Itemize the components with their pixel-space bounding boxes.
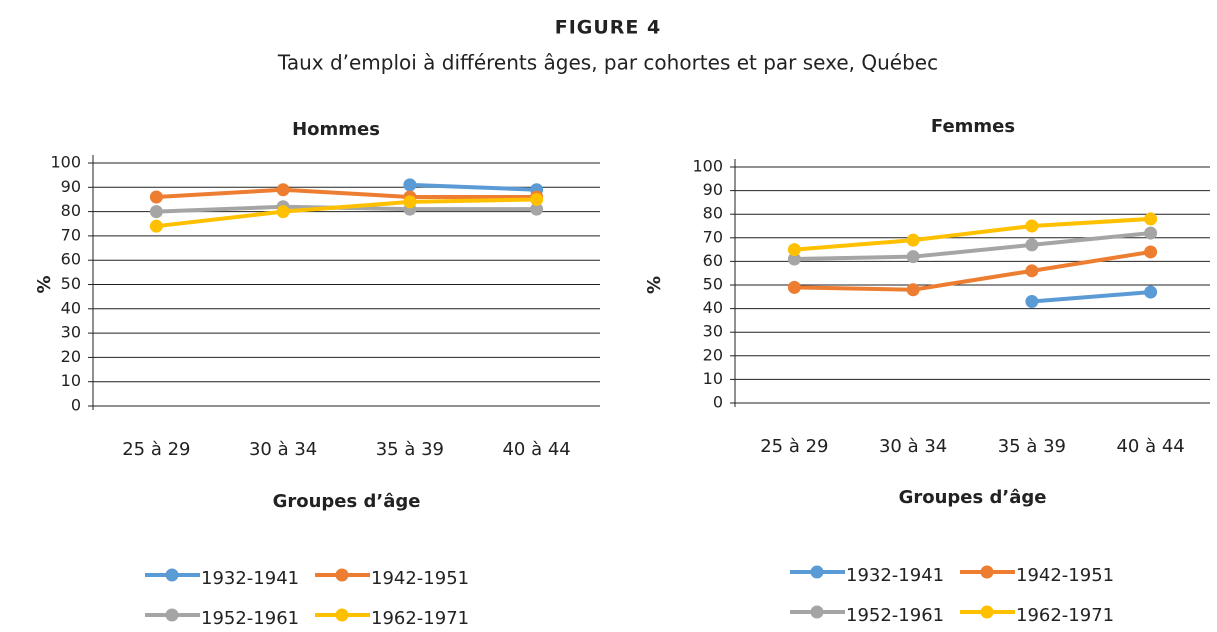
legend-marker xyxy=(980,565,994,579)
series-line xyxy=(156,197,537,229)
series-line xyxy=(794,249,1151,292)
legend-label: 1942-1951 xyxy=(371,568,469,589)
data-point xyxy=(906,233,920,247)
y-tick-label: 90 xyxy=(61,177,81,196)
series-line xyxy=(156,187,537,200)
chart-title: Hommes xyxy=(292,119,380,140)
x-axis-label: Groupes d’âge xyxy=(899,487,1047,508)
data-point xyxy=(530,202,544,216)
series-line xyxy=(409,182,537,192)
x-tick-label: 35 à 39 xyxy=(998,436,1066,457)
data-point xyxy=(403,178,417,192)
legend-marker xyxy=(810,605,824,619)
y-tick-label: 30 xyxy=(61,323,81,342)
y-tick-label: 40 xyxy=(703,298,723,317)
figure-label: FIGURE 4 xyxy=(555,17,662,39)
series-line xyxy=(1031,290,1151,304)
y-tick-label: 40 xyxy=(61,298,81,317)
chart-title: Femmes xyxy=(931,116,1015,137)
data-point xyxy=(1144,245,1158,259)
x-tick-label: 40 à 44 xyxy=(502,439,570,460)
y-tick-label: 80 xyxy=(703,204,723,223)
y-axis-label: % xyxy=(644,276,665,294)
y-tick-label: 50 xyxy=(703,275,723,294)
data-point xyxy=(149,205,163,219)
legend-marker xyxy=(165,608,179,622)
data-point xyxy=(1144,212,1158,226)
series-line xyxy=(794,231,1151,262)
data-point xyxy=(1025,295,1039,309)
y-tick-label: 60 xyxy=(61,250,81,269)
legend-label: 1962-1971 xyxy=(371,608,469,629)
y-tick-label: 30 xyxy=(703,322,723,341)
data-point xyxy=(1144,285,1158,299)
y-tick-label: 100 xyxy=(692,157,723,176)
y-tick-label: 0 xyxy=(713,393,723,412)
data-point xyxy=(787,252,801,266)
legend-label: 1932-1941 xyxy=(201,568,299,589)
y-axis-label: % xyxy=(34,275,55,293)
figure-title: Taux d’emploi à différents âges, par coh… xyxy=(277,51,938,75)
data-point xyxy=(1025,238,1039,252)
legend-marker xyxy=(335,568,349,582)
data-point xyxy=(149,219,163,233)
y-tick-label: 50 xyxy=(61,274,81,293)
x-tick-label: 35 à 39 xyxy=(376,439,444,460)
data-point xyxy=(276,183,290,197)
x-tick-label: 30 à 34 xyxy=(879,436,947,457)
legend-marker xyxy=(335,608,349,622)
y-tick-label: 70 xyxy=(703,227,723,246)
y-tick-label: 100 xyxy=(50,153,81,172)
legend-marker xyxy=(165,568,179,582)
y-tick-label: 70 xyxy=(61,225,81,244)
legend-marker xyxy=(810,565,824,579)
data-point xyxy=(530,192,544,206)
y-tick-label: 90 xyxy=(703,180,723,199)
x-tick-label: 30 à 34 xyxy=(249,439,317,460)
legend-label: 1962-1971 xyxy=(1016,605,1114,626)
legend-label: 1952-1961 xyxy=(846,605,944,626)
y-tick-label: 20 xyxy=(61,347,81,366)
series-line xyxy=(794,216,1151,252)
x-tick-label: 40 à 44 xyxy=(1116,436,1184,457)
legend-label: 1942-1951 xyxy=(1016,565,1114,586)
x-tick-label: 25 à 29 xyxy=(760,436,828,457)
x-axis-label: Groupes d’âge xyxy=(273,491,421,512)
data-point xyxy=(906,283,920,297)
legend-label: 1932-1941 xyxy=(846,565,944,586)
y-tick-label: 20 xyxy=(703,345,723,364)
data-point xyxy=(1025,219,1039,233)
y-tick-label: 10 xyxy=(703,369,723,388)
legend-marker xyxy=(980,605,994,619)
data-point xyxy=(1144,226,1158,240)
x-tick-label: 25 à 29 xyxy=(122,439,190,460)
legend-label: 1952-1961 xyxy=(201,608,299,629)
data-point xyxy=(149,190,163,204)
data-point xyxy=(403,195,417,209)
data-point xyxy=(1025,264,1039,278)
data-point xyxy=(787,280,801,294)
data-point xyxy=(276,205,290,219)
data-point xyxy=(906,250,920,264)
y-tick-label: 60 xyxy=(703,251,723,270)
y-tick-label: 10 xyxy=(61,371,81,390)
y-tick-label: 80 xyxy=(61,201,81,220)
y-tick-label: 0 xyxy=(71,396,81,415)
data-point xyxy=(787,243,801,257)
